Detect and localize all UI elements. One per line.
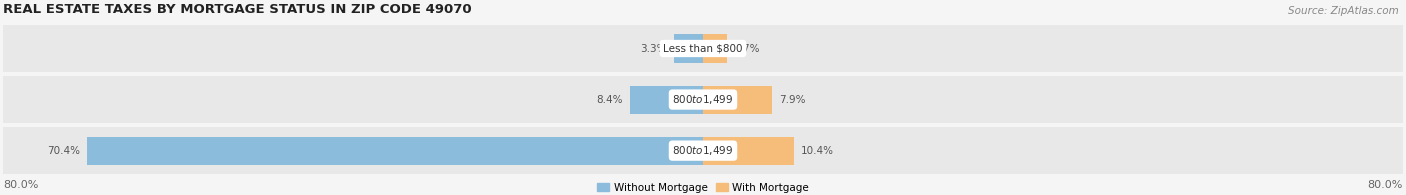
Text: 2.7%: 2.7%: [734, 43, 761, 53]
Text: 8.4%: 8.4%: [596, 95, 623, 105]
Bar: [630, 86, 703, 114]
Text: 7.9%: 7.9%: [779, 95, 806, 105]
Text: 3.3%: 3.3%: [641, 43, 668, 53]
Bar: [673, 35, 703, 63]
Text: $800 to $1,499: $800 to $1,499: [672, 93, 734, 106]
Text: $800 to $1,499: $800 to $1,499: [672, 144, 734, 157]
Bar: [3, 127, 1403, 174]
Bar: [87, 136, 703, 165]
Text: Source: ZipAtlas.com: Source: ZipAtlas.com: [1288, 6, 1399, 16]
Text: 70.4%: 70.4%: [48, 146, 80, 156]
Bar: [703, 35, 727, 63]
Bar: [703, 86, 772, 114]
Text: REAL ESTATE TAXES BY MORTGAGE STATUS IN ZIP CODE 49070: REAL ESTATE TAXES BY MORTGAGE STATUS IN …: [3, 4, 472, 16]
Legend: Without Mortgage, With Mortgage: Without Mortgage, With Mortgage: [598, 183, 808, 192]
Text: 10.4%: 10.4%: [801, 146, 834, 156]
Text: 80.0%: 80.0%: [3, 180, 39, 190]
Text: Less than $800: Less than $800: [664, 43, 742, 53]
Text: 80.0%: 80.0%: [1367, 180, 1403, 190]
Bar: [703, 136, 794, 165]
Bar: [3, 25, 1403, 72]
Bar: [3, 76, 1403, 123]
